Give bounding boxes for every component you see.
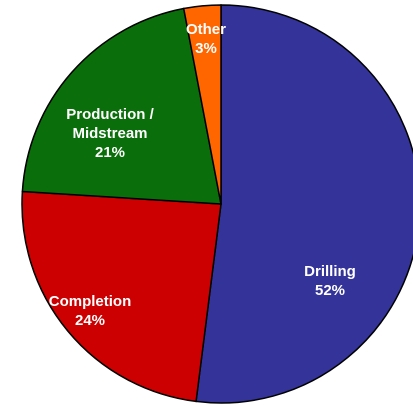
pie-slice — [182, 4, 222, 205]
pie-slice — [195, 4, 413, 404]
slice-label: Production / Midstream — [66, 106, 154, 142]
slice-value-label: 21% — [95, 144, 125, 161]
slice-value-label: 52% — [315, 282, 345, 299]
slice-value-label: 3% — [195, 40, 217, 57]
pie-slice — [21, 7, 222, 205]
slice-value-label: 24% — [75, 312, 105, 329]
slice-label: Drilling — [304, 263, 356, 280]
label-line: Midstream — [72, 125, 147, 142]
slice-label: Completion — [49, 293, 132, 310]
pie-slice — [21, 190, 222, 403]
label-line: Production / — [66, 106, 154, 123]
slice-label: Other — [186, 21, 226, 38]
